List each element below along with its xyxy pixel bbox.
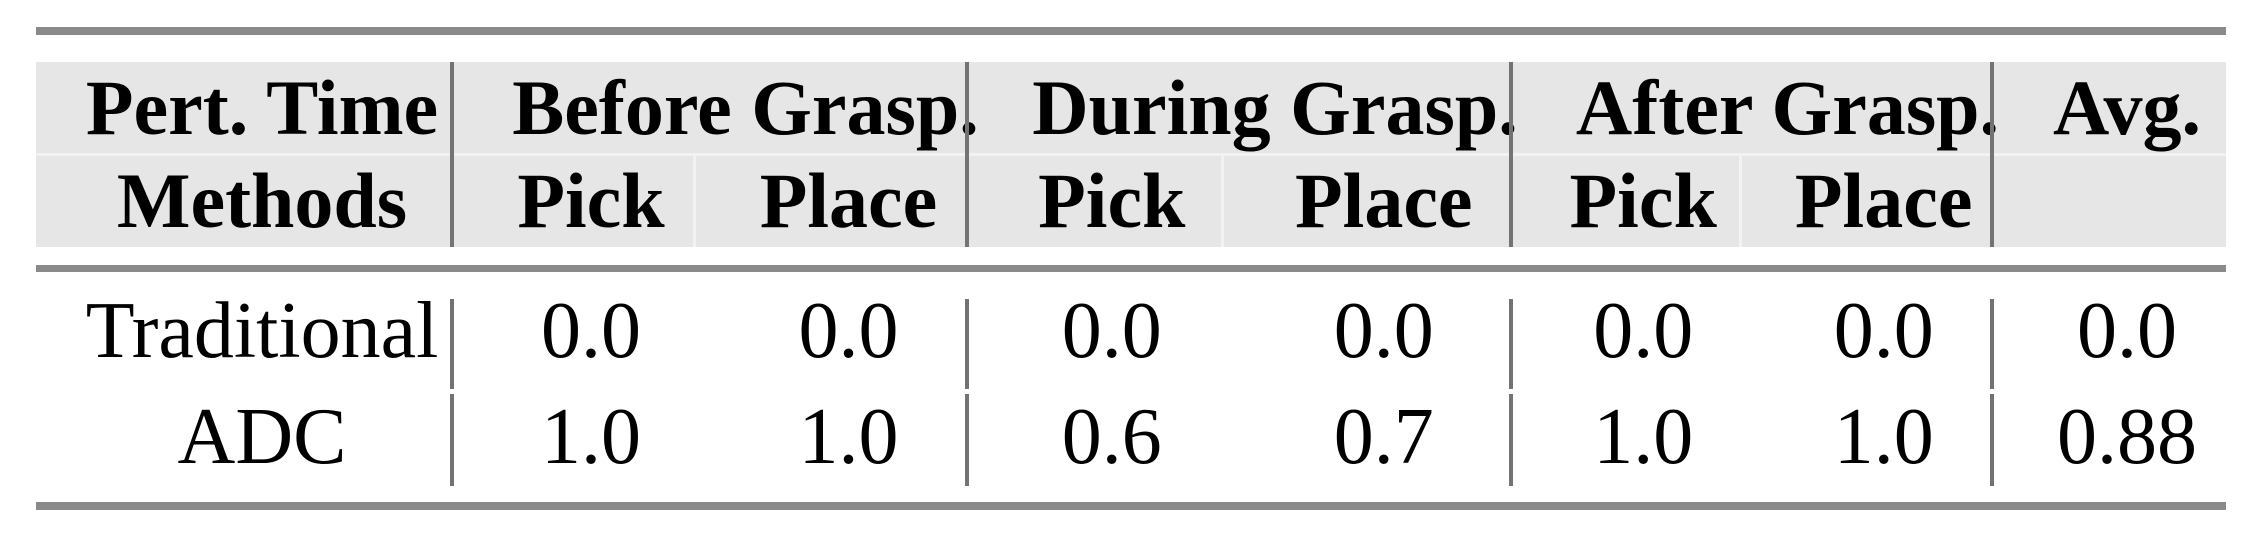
column-divider [1509,394,1513,486]
column-divider [1990,62,1994,247]
value-avg: 0.0 [2077,287,2177,375]
before-subcolumn-divider [693,156,696,247]
table-row: 1.0 1.0 [1547,384,2028,490]
table-row: 0.0 0.0 [1003,278,1547,384]
header-during-subcolumns: Pick Place [1003,154,1547,247]
table-header: Pert. Time Before Grasp. During Grasp. A… [36,62,2226,247]
method-name: Traditional [85,287,439,375]
header-before-place: Place [759,156,938,244]
table-row: 0.0 0.0 [1547,278,2028,384]
value-after-place: 0.0 [1833,287,1934,375]
header-before-pick: Pick [517,156,665,244]
value-before-pick: 1.0 [541,393,641,481]
value-before-place: 0.0 [798,287,899,375]
value-during-place: 0.7 [1333,393,1434,481]
value-after-pick: 0.0 [1593,287,1694,375]
header-after-pick: Pick [1569,156,1717,244]
value-during-pick: 0.0 [1061,287,1162,375]
header-after-place: Place [1794,156,1973,244]
column-divider [450,62,454,247]
value-after-place: 1.0 [1833,393,1934,481]
column-divider [450,299,454,389]
table-row: 0.6 0.7 [1003,384,1547,490]
value-avg: 0.88 [2057,393,2197,481]
header-group-before: Before Grasp. [512,64,979,151]
header-during-pick: Pick [1038,156,1186,244]
header-during-place: Place [1295,156,1473,244]
column-divider [1990,299,1994,389]
header-before-subcolumns: Pick Place [488,154,1003,247]
column-divider [965,299,969,389]
header-avg-empty [2028,154,2226,247]
value-during-place: 0.0 [1333,287,1434,375]
column-divider [1509,62,1513,247]
header-pert-time: Pert. Time [85,64,439,151]
header-group-during: During Grasp. [1032,64,1518,151]
table-row: 1.0 1.0 [488,384,1003,490]
table-body: Traditional 0.0 0.0 0.0 0.0 0.0 0.0 0.0 … [36,278,2226,490]
value-during-pick: 0.6 [1061,393,1162,481]
column-divider [965,62,969,247]
method-name: ADC [177,393,347,481]
value-before-pick: 0.0 [541,287,641,375]
header-row-divider [36,153,2226,156]
during-subcolumn-divider [1221,156,1224,247]
header-after-subcolumns: Pick Place [1547,154,2028,247]
column-divider [1990,394,1994,486]
value-after-pick: 1.0 [1593,393,1694,481]
table-row: 0.0 0.0 [488,278,1003,384]
column-divider [965,394,969,486]
top-rule [36,27,2226,35]
mid-rule [36,265,2226,272]
header-group-after: After Grasp. [1575,64,2000,151]
column-divider [450,394,454,486]
column-divider [1509,299,1513,389]
after-subcolumn-divider [1739,156,1742,247]
header-methods: Methods [116,156,408,244]
header-avg: Avg. [2052,64,2202,151]
value-before-place: 1.0 [798,393,899,481]
bottom-rule [36,502,2226,510]
